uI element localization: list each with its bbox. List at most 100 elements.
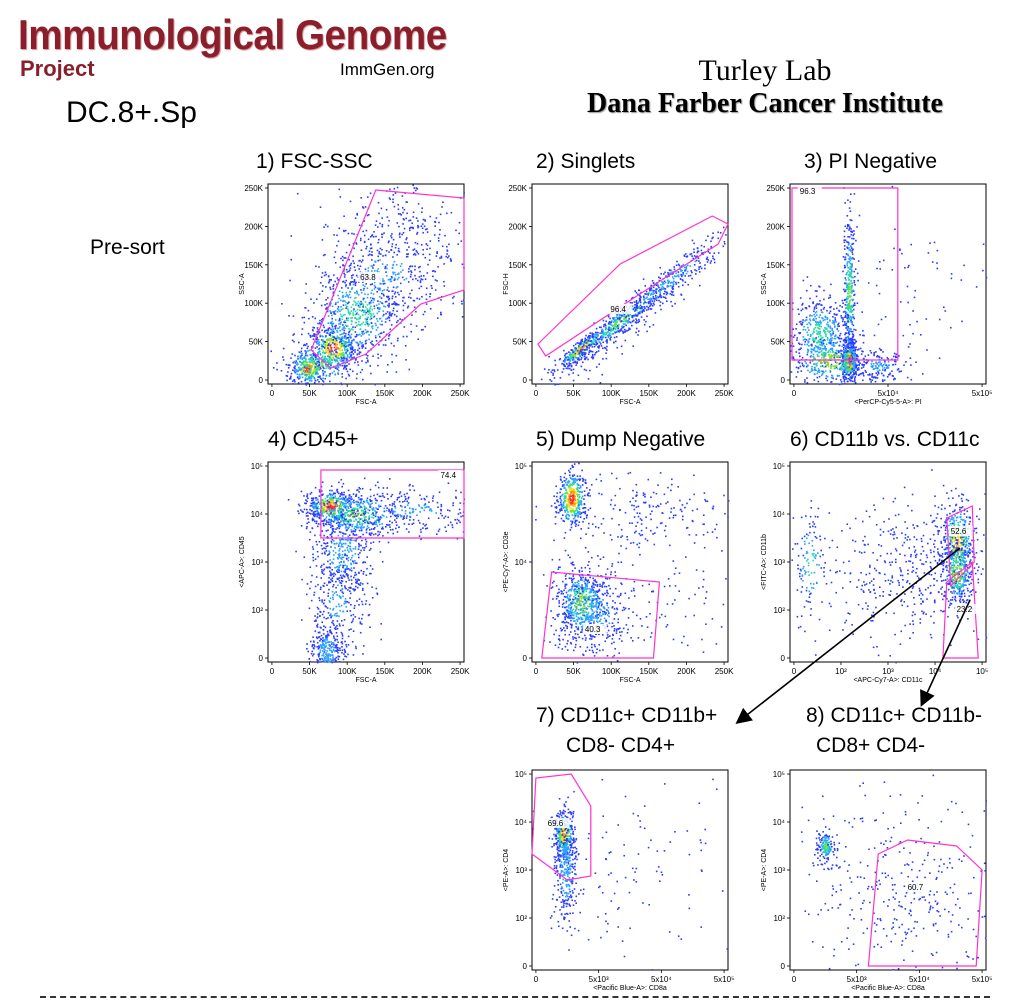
y-tick-label: 100K — [508, 299, 527, 308]
gate-polygon-2 — [942, 560, 979, 659]
x-tick-label: 100K — [602, 389, 621, 398]
y-tick-label: 10⁵ — [515, 770, 527, 779]
y-tick-label: 0 — [523, 654, 528, 663]
y-tick-label: 0 — [781, 654, 786, 663]
y-tick-label: 0 — [781, 962, 786, 971]
y-tick-label: 10² — [251, 606, 263, 615]
y-tick-label: 250K — [244, 184, 263, 193]
x-tick-label: 200K — [413, 389, 432, 398]
x-tick-label: 5x10⁵ — [972, 389, 993, 398]
y-tick-label: 0 — [781, 376, 786, 385]
y-tick-label: 10³ — [515, 866, 527, 875]
flow-plot-pi-negative: 96.3 0 5x10⁴ 5x10⁵ 0 50K 100K 150K 200K 250K <PerC… — [752, 176, 993, 406]
y-tick-label: 200K — [766, 222, 785, 231]
x-tick-label: 50K — [566, 389, 581, 398]
plot-frame — [789, 183, 987, 385]
x-axis-title: <APC-Cy7-A>: CD11c — [853, 677, 923, 684]
x-tick-label: 0 — [792, 975, 797, 984]
logo-url[interactable]: ImmGen.org — [340, 60, 435, 79]
x-tick-label: 10⁴ — [929, 667, 942, 676]
plot-frame — [789, 461, 987, 663]
y-tick-label: 10² — [515, 914, 527, 923]
y-axis-title: <PE-Cy7-A>: CD3e — [503, 531, 510, 592]
plot-frame — [531, 461, 729, 663]
x-tick-label: 5x10⁴ — [651, 975, 672, 984]
gate-polygon — [791, 187, 899, 361]
gate-value: 96.4 — [610, 305, 626, 314]
flow-plot-cd45: 74.4 0 50K 100K 150K 200K 250K 0 10² 10³ 10⁴ 10⁵ FSC… — [230, 454, 470, 684]
x-tick-label: 200K — [413, 667, 432, 676]
y-tick-label: 200K — [244, 222, 263, 231]
flow-plot-dump-negative: 40.3 0 50K 100K 150K 200K 250K 0 10⁴ 10⁵ FSC-A <PE-… — [494, 454, 734, 684]
institute-name: Dana Farber Cancer Institute — [587, 88, 943, 119]
gate-polygon — [310, 189, 465, 369]
gate-polygon — [946, 505, 975, 588]
x-tick-label: 200K — [677, 389, 696, 398]
flow-plot-cd8-cd4-b: 60.7 0 5x10³ 5x10⁴ 5x10⁵ 0 10² 10³ 10⁴ 10⁵ <Pacifi… — [752, 762, 992, 992]
plot-title-3: 3) PI Negative — [804, 150, 938, 173]
y-axis-title: SSC-A — [761, 273, 768, 295]
gate-value: 74.4 — [440, 471, 456, 480]
y-tick-label: 100K — [766, 299, 785, 308]
x-tick-label: 250K — [715, 389, 734, 398]
arrow-to-plot-8 — [920, 599, 971, 707]
y-tick-label: 200K — [508, 222, 527, 231]
x-tick-label: 250K — [451, 667, 470, 676]
y-tick-label: 10³ — [773, 558, 785, 567]
x-tick-label: 0 — [534, 667, 539, 676]
plot-svg: 96.3 0 5x10⁴ 5x10⁵ 0 50K 100K 150K 200K 250K <PerC… — [761, 183, 993, 406]
y-axis-title: <PE-A>: CD4 — [503, 849, 510, 892]
arrow-to-plot-7 — [735, 547, 961, 724]
y-tick-label: 10³ — [773, 866, 785, 875]
x-tick-label: 5x10⁴ — [878, 389, 899, 398]
y-tick-label: 100K — [244, 299, 263, 308]
y-tick-label: 10⁵ — [251, 462, 263, 471]
x-tick-label: 250K — [451, 389, 470, 398]
x-tick-label: 10³ — [882, 667, 894, 676]
y-tick-label: 150K — [766, 261, 785, 270]
plot-title-2: 2) Singlets — [536, 150, 636, 173]
y-tick-label: 0 — [259, 376, 264, 385]
x-tick-label: 5x10³ — [589, 975, 609, 984]
x-tick-label: 100K — [602, 667, 621, 676]
y-axis-title: <PE-A>: CD4 — [761, 849, 768, 892]
gate-polygon — [531, 773, 592, 881]
y-axis-title: SSC-A — [239, 273, 246, 295]
x-axis-title: FSC-A — [356, 677, 377, 684]
plot-title-7b: CD8- CD4+ — [566, 734, 676, 757]
y-tick-label: 0 — [259, 654, 264, 663]
event-dots — [270, 184, 465, 386]
gate-value: 63.8 — [360, 273, 376, 282]
x-axis-title: <Pacific Blue-A>: CD8a — [851, 985, 925, 992]
plot-title-4: 4) CD45+ — [268, 428, 359, 451]
x-tick-label: 0 — [792, 667, 797, 676]
gate-value: 60.7 — [908, 883, 924, 892]
y-tick-label: 10⁴ — [773, 510, 786, 519]
logo-subtitle: Project — [20, 56, 95, 81]
event-dots — [287, 477, 466, 664]
y-axis-title: <APC-A>: CD45 — [239, 536, 246, 587]
flow-plot-singlets: 96.4 0 50K 100K 150K 200K 250K 0 50K 100K 150K 200K… — [494, 176, 734, 406]
x-tick-label: 0 — [792, 389, 797, 398]
x-tick-label: 0 — [534, 975, 539, 984]
x-tick-label: 100K — [338, 667, 357, 676]
x-axis-title: FSC-A — [620, 677, 641, 684]
y-tick-label: 0 — [523, 962, 528, 971]
logo-title: Immunological Genome — [18, 11, 447, 58]
y-tick-label: 250K — [766, 184, 785, 193]
y-axis-title: <FITC-A>: CD11b — [761, 534, 768, 590]
event-dots — [790, 185, 988, 386]
x-tick-label: 150K — [639, 389, 658, 398]
gate-polygon — [541, 571, 661, 659]
y-tick-label: 0 — [523, 376, 528, 385]
y-tick-label: 10⁴ — [515, 558, 528, 567]
flow-plot-cd8-cd4-a: 69.6 0 5x10³ 5x10⁴ 5x10⁵ 0 10² 10³ 10⁴ 10⁵ <Pacifi… — [494, 762, 734, 992]
x-tick-label: 50K — [302, 389, 317, 398]
y-tick-label: 10² — [773, 606, 785, 615]
y-tick-label: 10⁴ — [251, 510, 264, 519]
x-tick-label: 5x10³ — [847, 975, 867, 984]
plot-svg: 60.7 0 5x10³ 5x10⁴ 5x10⁵ 0 10² 10³ 10⁴ 10⁵ <Pacifi… — [761, 769, 992, 992]
x-tick-label: 50K — [302, 667, 317, 676]
x-tick-label: 250K — [715, 667, 734, 676]
plot-svg: 96.4 0 50K 100K 150K 200K 250K 0 50K 100K 150K 200K… — [503, 183, 734, 406]
